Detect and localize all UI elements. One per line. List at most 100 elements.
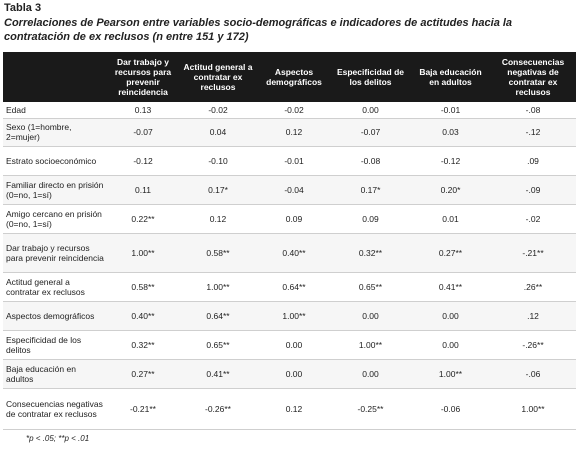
cell-value: -0.21**: [108, 388, 178, 430]
cell-value: 0.27**: [411, 233, 490, 273]
cell-value: 1.00**: [108, 233, 178, 273]
cell-value: 0.00: [330, 102, 411, 119]
cell-value: 0.40**: [258, 233, 330, 273]
cell-value: 0.13: [108, 102, 178, 119]
cell-value: 0.00: [411, 330, 490, 360]
row-label: Edad: [3, 102, 108, 119]
cell-value: 0.12: [178, 204, 258, 234]
cell-value: 1.00**: [178, 272, 258, 302]
table-row: Especificidad de los delitos 0.32** 0.65**…: [3, 330, 576, 360]
cell-value: 1.00**: [258, 301, 330, 331]
cell-value: -0.10: [178, 146, 258, 176]
column-header: Dar trabajo y recursos para prevenir rei…: [108, 52, 178, 102]
table-row: Edad 0.13 -0.02 -0.02 0.00 -0.01 -.08: [3, 102, 576, 119]
cell-value: -0.01: [258, 146, 330, 176]
table-body: Edad 0.13 -0.02 -0.02 0.00 -0.01 -.08 Sexo (1=h…: [3, 102, 576, 430]
cell-value: 0.58**: [108, 272, 178, 302]
cell-value: 0.09: [258, 204, 330, 234]
cell-value: -.09: [490, 175, 576, 205]
cell-value: -.06: [490, 359, 576, 389]
cell-value: 0.00: [258, 359, 330, 389]
table-row: Baja educación en adultos 0.27** 0.41** 0.0…: [3, 359, 576, 389]
cell-value: 0.20*: [411, 175, 490, 205]
row-label: Especificidad de los delitos: [3, 330, 108, 360]
row-label: Sexo (1=hombre, 2=mujer): [3, 118, 108, 147]
row-label: Consecuencias negativas de contratar ex …: [3, 388, 108, 430]
column-header: Especificidad de los delitos: [330, 52, 411, 102]
cell-value: 0.65**: [178, 330, 258, 360]
cell-value: -0.02: [178, 102, 258, 119]
table-row: Familiar directo en prisión (0=no, 1=sí)…: [3, 175, 576, 205]
row-label: Dar trabajo y recursos para prevenir rei…: [3, 233, 108, 273]
cell-value: .26**: [490, 272, 576, 302]
cell-value: 0.01: [411, 204, 490, 234]
cell-value: 0.12: [258, 118, 330, 147]
table-row: Consecuencias negativas de contratar ex …: [3, 388, 576, 430]
row-label: Aspectos demográficos: [3, 301, 108, 331]
cell-value: -0.25**: [330, 388, 411, 430]
cell-value: -.02: [490, 204, 576, 234]
column-header: Consecuencias negativas de contratar ex …: [490, 52, 576, 102]
footnote: *p < .05; **p < .01: [26, 434, 90, 443]
cell-value: -0.02: [258, 102, 330, 119]
cell-value: 0.27**: [108, 359, 178, 389]
table-row: Actitud general a contratar ex reclusos 0…: [3, 272, 576, 302]
row-label: Estrato socioeconómico: [3, 146, 108, 176]
cell-value: -.12: [490, 118, 576, 147]
cell-value: 0.11: [108, 175, 178, 205]
table-row: Sexo (1=hombre, 2=mujer) -0.07 0.04 0.12 -0.…: [3, 118, 576, 147]
cell-value: 0.41**: [178, 359, 258, 389]
column-header: Aspectos demográficos: [258, 52, 330, 102]
cell-value: 1.00**: [490, 388, 576, 430]
cell-value: 0.22**: [108, 204, 178, 234]
cell-value: 0.17*: [178, 175, 258, 205]
header-corner: [3, 52, 108, 102]
table-row: Estrato socioeconómico -0.12 -0.10 -0.01 -0.…: [3, 146, 576, 176]
cell-value: -0.07: [108, 118, 178, 147]
column-header: Baja educación en adultos: [411, 52, 490, 102]
row-label: Actitud general a contratar ex reclusos: [3, 272, 108, 302]
cell-value: 0.17*: [330, 175, 411, 205]
cell-value: 0.04: [178, 118, 258, 147]
cell-value: 0.64**: [178, 301, 258, 331]
cell-value: -.21**: [490, 233, 576, 273]
table-row: Dar trabajo y recursos para prevenir rei…: [3, 233, 576, 273]
cell-value: -0.26**: [178, 388, 258, 430]
column-header: Actitud general a contratar ex reclusos: [178, 52, 258, 102]
cell-value: 1.00**: [330, 330, 411, 360]
cell-value: 0.00: [258, 330, 330, 360]
cell-value: -0.01: [411, 102, 490, 119]
header-row: Dar trabajo y recursos para prevenir rei…: [3, 52, 576, 102]
cell-value: 0.00: [330, 301, 411, 331]
cell-value: 0.00: [411, 301, 490, 331]
cell-value: -0.06: [411, 388, 490, 430]
cell-value: 0.32**: [108, 330, 178, 360]
cell-value: -0.12: [108, 146, 178, 176]
table-subtitle: Correlaciones de Pearson entre variables…: [4, 17, 513, 43]
cell-value: -.08: [490, 102, 576, 119]
cell-value: 0.00: [330, 359, 411, 389]
cell-value: -0.07: [330, 118, 411, 147]
row-label: Baja educación en adultos: [3, 359, 108, 389]
cell-value: 0.03: [411, 118, 490, 147]
cell-value: 0.40**: [108, 301, 178, 331]
cell-value: 0.41**: [411, 272, 490, 302]
cell-value: .12: [490, 301, 576, 331]
table-title: Tabla 3: [4, 2, 42, 14]
table-row: Amigo cercano en prisión (0=no, 1=sí) 0.2…: [3, 204, 576, 234]
table-row: Aspectos demográficos 0.40** 0.64** 1.00** 0…: [3, 301, 576, 331]
cell-value: 0.65**: [330, 272, 411, 302]
cell-value: 1.00**: [411, 359, 490, 389]
cell-value: 0.09: [330, 204, 411, 234]
cell-value: 0.12: [258, 388, 330, 430]
correlation-table: Dar trabajo y recursos para prevenir rei…: [3, 52, 576, 430]
cell-value: .09: [490, 146, 576, 176]
cell-value: 0.64**: [258, 272, 330, 302]
cell-value: -0.12: [411, 146, 490, 176]
cell-value: -0.04: [258, 175, 330, 205]
cell-value: -.26**: [490, 330, 576, 360]
cell-value: 0.58**: [178, 233, 258, 273]
row-label: Familiar directo en prisión (0=no, 1=sí): [3, 175, 108, 205]
cell-value: 0.32**: [330, 233, 411, 273]
